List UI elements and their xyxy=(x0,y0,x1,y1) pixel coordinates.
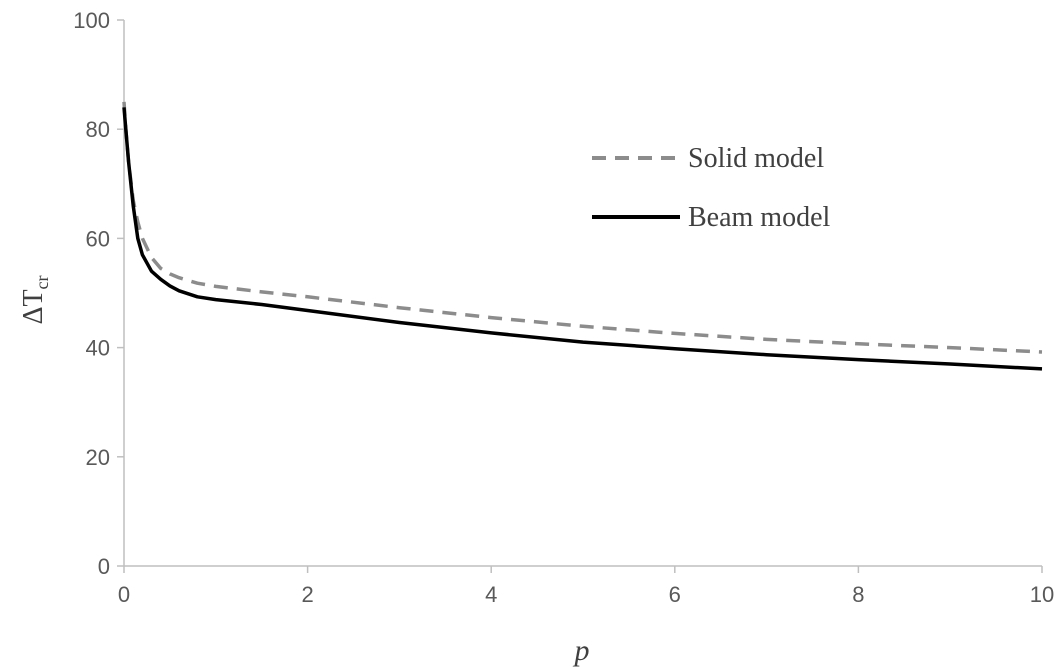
x-tick-label: 4 xyxy=(485,582,497,607)
x-tick-label: 2 xyxy=(301,582,313,607)
legend-label-solid-model: Solid model xyxy=(688,143,824,174)
y-tick-label: 20 xyxy=(86,445,110,470)
x-tick-label: 0 xyxy=(118,582,130,607)
y-axis-title-main: ΔT xyxy=(18,289,49,324)
x-tick-label: 6 xyxy=(669,582,681,607)
y-axis-title-subscript: cr xyxy=(32,275,52,289)
y-tick-label: 80 xyxy=(86,117,110,142)
tick-labels: 0 20 40 60 80 100 0 2 4 6 8 10 xyxy=(73,8,1054,607)
y-axis-title: ΔTcr xyxy=(18,275,52,324)
legend-label-beam-model: Beam model xyxy=(688,202,831,233)
y-tick-label: 40 xyxy=(86,336,110,361)
x-tick-label: 10 xyxy=(1030,582,1054,607)
y-tick-label: 100 xyxy=(73,8,110,33)
y-tick-label: 0 xyxy=(98,554,110,579)
x-axis-title: p xyxy=(573,634,590,667)
legend: Solid model Beam model xyxy=(592,143,831,233)
series-lines xyxy=(122,101,1043,371)
series-line-beam-model xyxy=(122,107,1043,371)
x-tick-label: 8 xyxy=(852,582,864,607)
tick-marks xyxy=(117,19,1043,573)
series-line-solid-model xyxy=(122,101,1043,354)
y-tick-label: 60 xyxy=(86,226,110,251)
